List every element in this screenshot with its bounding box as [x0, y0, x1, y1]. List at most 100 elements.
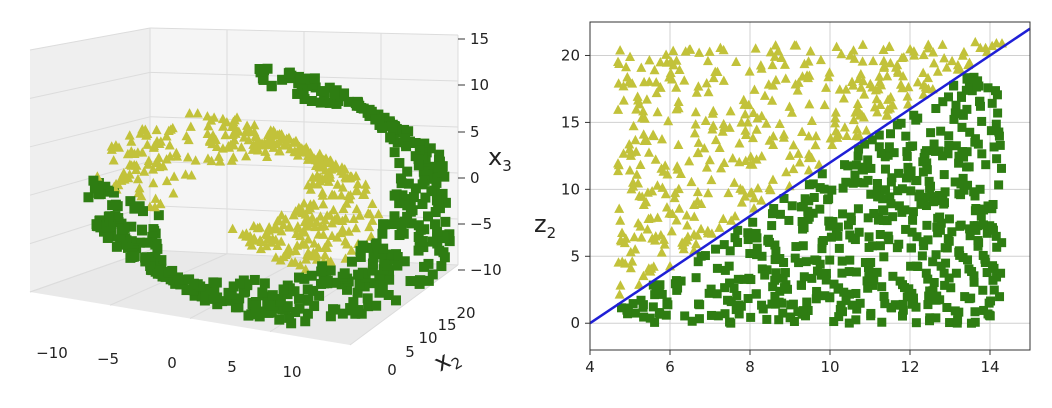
- triangle-marker: [631, 104, 642, 114]
- triangle-marker: [724, 122, 735, 132]
- y-tick-label: 5: [570, 247, 580, 265]
- square-marker: [743, 235, 753, 245]
- triangle-marker: [671, 82, 682, 92]
- square-marker: [275, 294, 286, 305]
- triangle-marker: [299, 198, 310, 208]
- square-marker: [818, 236, 828, 246]
- triangle-marker: [702, 55, 713, 66]
- square-marker: [293, 272, 304, 283]
- triangle-marker: [332, 179, 343, 189]
- square-marker: [770, 299, 780, 309]
- square-marker: [807, 273, 817, 283]
- square-marker: [731, 305, 741, 315]
- triangle-marker: [367, 198, 378, 209]
- triangle-marker: [363, 208, 374, 218]
- triangle-marker: [300, 254, 311, 264]
- triangle-marker: [660, 188, 671, 199]
- square-marker: [808, 179, 818, 189]
- square-marker: [694, 299, 704, 309]
- square-marker: [896, 300, 906, 310]
- square-marker: [299, 273, 310, 284]
- triangle-marker: [276, 210, 287, 220]
- triangle-marker: [704, 154, 715, 165]
- square-marker: [851, 160, 861, 170]
- square-marker: [864, 242, 874, 252]
- triangle-marker: [703, 187, 714, 198]
- square-marker: [785, 313, 795, 323]
- triangle-marker: [811, 130, 822, 141]
- triangle-marker: [643, 213, 654, 224]
- square-marker: [851, 288, 861, 298]
- square-marker: [796, 280, 806, 290]
- square-marker: [394, 158, 405, 169]
- square-marker: [815, 204, 825, 214]
- triangle-marker: [133, 187, 144, 198]
- triangle-marker: [854, 131, 865, 141]
- triangle-marker: [932, 66, 943, 76]
- square-marker: [726, 318, 736, 328]
- triangle-marker: [706, 174, 717, 185]
- square-marker: [769, 204, 779, 214]
- square-marker: [116, 224, 127, 235]
- square-marker: [944, 131, 954, 141]
- y-tick-label: 15: [437, 316, 456, 334]
- square-marker: [377, 281, 388, 292]
- square-marker: [423, 275, 434, 286]
- triangle-marker: [704, 46, 715, 56]
- triangle-marker: [661, 49, 672, 59]
- triangle-marker: [658, 234, 669, 244]
- triangle-marker: [799, 58, 810, 69]
- triangle-marker: [792, 85, 803, 95]
- square-marker: [343, 96, 354, 107]
- square-marker: [329, 86, 340, 97]
- triangle-marker: [689, 128, 700, 138]
- square-marker: [945, 318, 955, 328]
- triangle-marker: [836, 48, 847, 59]
- square-marker: [911, 318, 921, 328]
- triangle-marker: [643, 147, 654, 157]
- triangle-marker: [674, 64, 685, 75]
- square-marker: [751, 289, 761, 299]
- square-marker: [990, 86, 1000, 96]
- square-marker: [878, 206, 888, 216]
- triangle-marker: [689, 211, 700, 221]
- triangle-marker: [215, 156, 226, 166]
- square-marker: [780, 283, 790, 293]
- square-marker: [228, 281, 239, 292]
- square-marker: [377, 122, 388, 133]
- triangle-marker: [693, 137, 704, 147]
- square-marker: [136, 225, 147, 236]
- triangle-marker: [702, 227, 713, 238]
- triangle-marker: [617, 256, 628, 266]
- triangle-marker: [892, 65, 903, 76]
- triangle-marker: [898, 71, 909, 81]
- square-marker: [901, 224, 911, 234]
- square-marker: [930, 146, 940, 156]
- x-tick-label: 4: [585, 358, 595, 376]
- square-marker: [414, 241, 425, 252]
- triangle-marker: [852, 98, 863, 108]
- square-marker: [949, 80, 959, 90]
- square-marker: [989, 285, 999, 295]
- triangle-marker: [903, 99, 914, 109]
- square-marker: [939, 268, 949, 278]
- square-marker: [726, 297, 736, 307]
- x-tick-label: −10: [36, 344, 68, 362]
- triangle-marker: [827, 139, 838, 150]
- triangle-marker: [148, 164, 159, 174]
- square-marker: [148, 224, 159, 235]
- triangle-marker: [613, 78, 624, 88]
- square-marker: [278, 284, 289, 295]
- square-marker: [117, 239, 128, 250]
- square-marker: [988, 225, 998, 235]
- triangle-marker: [759, 90, 770, 100]
- triangle-marker: [647, 186, 658, 196]
- square-marker: [402, 211, 413, 222]
- square-marker: [793, 307, 803, 317]
- square-marker: [757, 251, 767, 261]
- square-marker: [752, 243, 762, 253]
- square-marker: [367, 265, 378, 276]
- square-marker: [661, 310, 671, 320]
- square-marker: [105, 219, 116, 230]
- square-marker: [314, 290, 325, 301]
